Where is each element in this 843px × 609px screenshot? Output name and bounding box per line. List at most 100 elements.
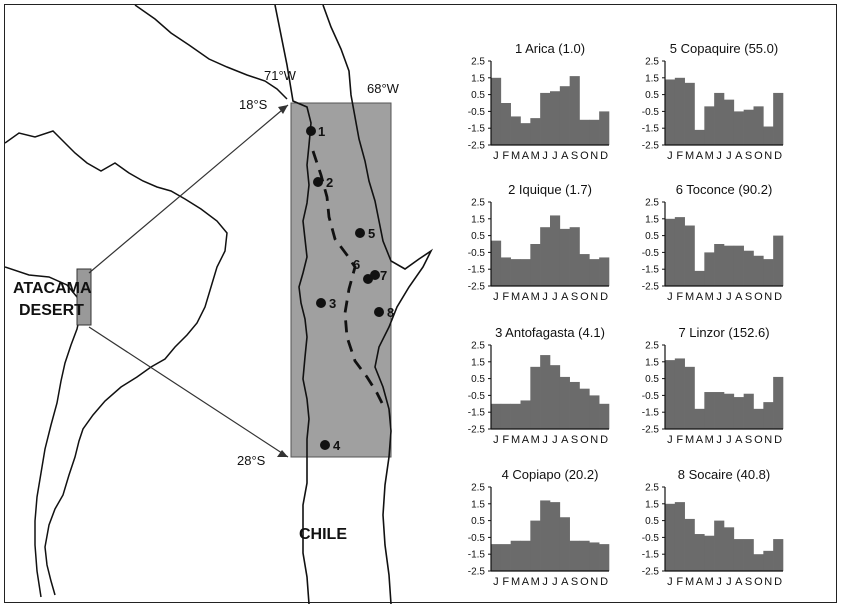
y-tick-label: -2.5 [468,282,486,293]
bar [714,92,725,145]
atacama-strip [76,268,92,326]
bar [684,82,695,145]
y-tick-label: 0.5 [471,231,485,242]
bar [589,395,600,429]
bar [674,358,685,429]
station-label-4: 4 [333,438,341,453]
x-tick-label: M [705,576,714,588]
x-tick-label: D [600,576,608,588]
x-tick-label: D [600,291,608,303]
y-tick-label: -0.5 [468,391,486,402]
bar-chart-7: 4 Copiapo (20.2)2.51.50.5-0.5-1.5-2.5J F M… [468,467,610,588]
x-tick-label: F [676,434,683,446]
bar [743,250,754,286]
y-tick-label: 1.5 [471,214,485,225]
bar [540,227,551,286]
bar [684,225,695,286]
x-tick-label: A [696,150,704,162]
x-tick-label: S [571,291,578,303]
chile-eastern-border [322,5,434,604]
x-tick-label: D [774,576,782,588]
bar [763,259,774,286]
chart-title: 1 Arica (1.0) [515,41,585,56]
y-tick-label: -1.5 [468,124,486,135]
bar [714,244,725,286]
x-tick-label: J [542,150,548,162]
bar [694,129,705,145]
x-tick-label: J [552,576,558,588]
x-tick-label: O [754,150,763,162]
x-tick-label: D [774,291,782,303]
x-tick-label: D [774,150,782,162]
bar [665,79,676,145]
y-tick-label: -2.5 [642,567,660,578]
bar [753,554,764,571]
y-tick-label: -0.5 [468,248,486,259]
x-tick-label: O [580,434,589,446]
x-tick-label: M [511,576,520,588]
x-tick-label: N [764,434,772,446]
bar [530,244,541,286]
bar [704,535,715,571]
bar [569,540,580,571]
x-tick-label: J [542,576,548,588]
bar [704,252,715,286]
y-tick-label: 2.5 [645,341,659,352]
bar [763,402,774,429]
x-tick-label: J [493,291,499,303]
station-dot-8 [374,307,384,317]
bar [589,542,600,571]
bar [589,119,600,145]
bar [491,544,502,571]
x-tick-label: N [590,434,598,446]
station-label-5: 5 [368,226,375,241]
station-dot-3 [316,298,326,308]
y-tick-label: -0.5 [642,248,660,259]
x-tick-label: D [600,434,608,446]
y-tick-label: -2.5 [642,282,660,293]
x-tick-label: J [726,576,732,588]
x-tick-label: A [561,434,569,446]
chart-title: 2 Iquique (1.7) [508,182,592,197]
x-tick-label: M [531,576,540,588]
bar [510,540,521,571]
bar [500,544,511,571]
bar [704,106,715,145]
x-tick-label: J [552,150,558,162]
bar [491,403,502,429]
y-tick-label: 1.5 [471,73,485,84]
station-bar-charts: 1 Arica (1.0)2.51.50.5-0.5-1.5-2.5J F M A M J… [468,41,784,588]
x-tick-label: J [726,150,732,162]
x-tick-label: S [571,150,578,162]
bar [694,270,705,286]
bar [579,540,590,571]
y-tick-label: 2.5 [471,57,485,68]
bar [704,392,715,429]
figure-frame: 1 2 3 4 5 6 7 8 71°W 68°W 18°S 28°S ATAC… [4,4,837,604]
y-tick-label: 1.5 [471,357,485,368]
x-tick-label: O [754,576,763,588]
bar [743,393,754,429]
station-dot-7 [370,270,380,280]
bar [540,92,551,145]
station-label-7: 7 [380,268,387,283]
x-tick-label: N [764,150,772,162]
dashed-boundary [311,150,387,410]
x-tick-label: S [745,291,752,303]
bar [743,539,754,571]
bar [694,534,705,571]
bar [753,408,764,429]
x-tick-label: M [511,434,520,446]
bar [684,518,695,571]
bar [550,502,561,571]
y-tick-label: 1.5 [471,499,485,510]
bar [674,502,685,571]
bar [530,520,541,571]
y-tick-label: 1.5 [645,499,659,510]
west-coastline [5,266,82,598]
bar-chart-8: 8 Socaire (40.8)2.51.50.5-0.5-1.5-2.5J F M… [642,467,784,588]
x-tick-label: F [502,576,509,588]
x-tick-label: M [705,150,714,162]
bar [773,376,784,429]
x-tick-label: F [502,434,509,446]
